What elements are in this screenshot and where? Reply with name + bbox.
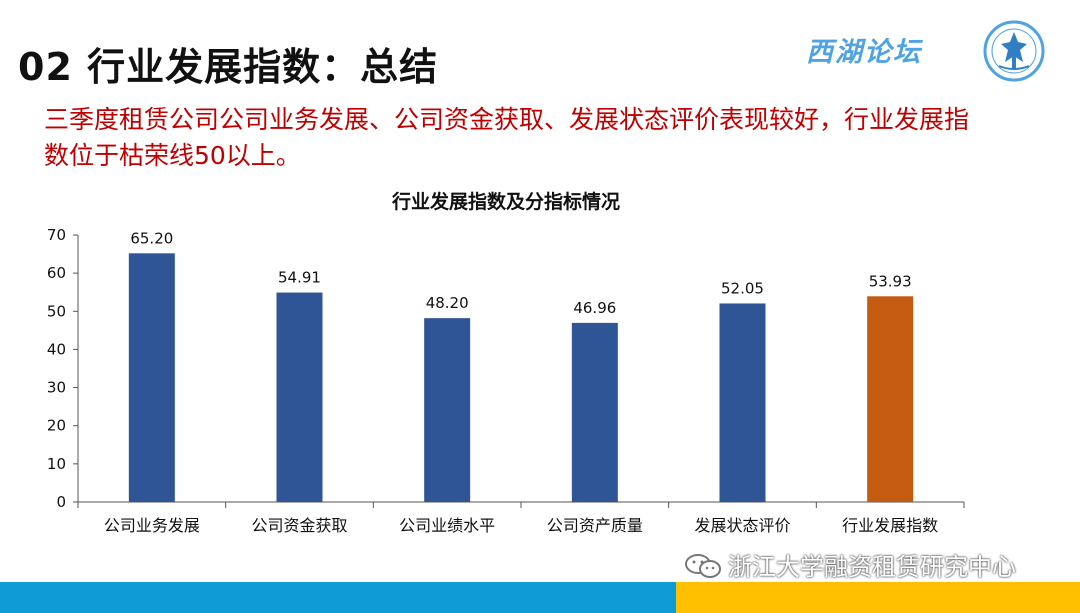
chart-title: 行业发展指数及分指标情况 (391, 190, 620, 213)
footer-credit-text: 浙江大学融资租赁研究中心 (728, 553, 1016, 581)
page-title: 02 行业发展指数：总结 (18, 45, 439, 89)
data-label: 53.93 (869, 272, 912, 290)
wechat-icon (685, 554, 721, 578)
data-label: 48.20 (426, 294, 469, 312)
y-tick-label: 30 (47, 379, 66, 397)
category-label: 公司资产质量 (547, 516, 643, 535)
bar-chart: 行业发展指数及分指标情况 0 10 20 30 40 50 60 70 65.20 公司业务发展 5… (47, 190, 965, 535)
footer-bar-gold (676, 582, 1080, 613)
category-label: 公司业务发展 (104, 516, 200, 535)
bar-3 (424, 318, 471, 502)
bar-6 (867, 296, 914, 502)
summary-text: 三季度租赁公司公司业务发展、公司资金获取、发展状态评价表现较好，行业发展指数位于… (44, 105, 970, 170)
bar-5 (719, 303, 766, 502)
data-label: 52.05 (721, 279, 764, 297)
bar-2 (276, 292, 323, 502)
y-tick-label: 50 (47, 302, 66, 320)
brand-wordmark: 西湖论坛 (806, 37, 922, 68)
bar-4 (571, 322, 618, 502)
data-label: 54.91 (278, 269, 321, 287)
footer-credit: 浙江大学融资租赁研究中心 (686, 547, 1016, 582)
y-tick-label: 60 (47, 264, 66, 282)
bar-1 (128, 253, 175, 502)
category-label: 公司业绩水平 (399, 516, 495, 535)
forum-logo-icon (983, 20, 1045, 82)
footer-bar-blue (0, 582, 676, 613)
y-tick-label: 40 (47, 340, 66, 358)
data-label: 65.20 (130, 229, 173, 247)
category-label: 行业发展指数 (842, 516, 938, 535)
data-label: 46.96 (573, 299, 616, 317)
category-label: 公司资金获取 (251, 516, 347, 535)
y-tick-label: 10 (47, 455, 66, 473)
y-tick-label: 0 (56, 493, 66, 511)
category-label: 发展状态评价 (694, 516, 790, 535)
y-tick-label: 20 (47, 417, 66, 435)
y-tick-label: 70 (47, 226, 66, 244)
